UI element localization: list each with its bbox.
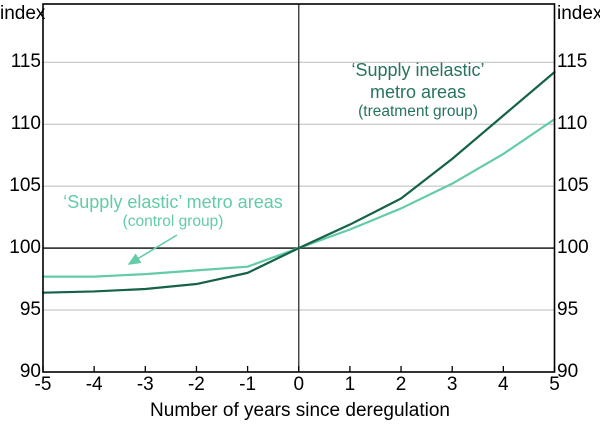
y-tick-label-left-100: 100: [9, 237, 41, 259]
x-tick-label--1: -1: [239, 374, 257, 395]
y-tick-label-left-110: 110: [10, 113, 41, 135]
x-tick-label--5: -5: [34, 374, 52, 395]
x-tick-label-0: 0: [293, 374, 305, 395]
x-tick-label-2: 2: [395, 374, 407, 395]
x-tick-label--3: -3: [136, 374, 154, 395]
y-tick-label-left-90: 90: [19, 361, 41, 382]
control-series-label: ‘Supply elastic’ metro areas (control gr…: [63, 191, 282, 230]
supply_inelastic_treatment-line: [41, 71, 556, 294]
treatment-label-line1: ‘Supply inelastic’: [351, 60, 485, 80]
x-tick-label--2: -2: [187, 374, 205, 395]
y-tick-label-right-90: 90: [557, 361, 579, 382]
y-tick-label-right-95: 95: [557, 299, 579, 321]
y-tick-label-right-110: 110: [557, 113, 588, 135]
y-tick-label-right-100: 100: [557, 237, 589, 259]
y-tick-label-left-105: 105: [9, 175, 41, 197]
treatment-series-label: ‘Supply inelastic’ metro areas (treatmen…: [351, 59, 484, 120]
y-tick-label-left-95: 95: [19, 299, 41, 321]
y-tick-label-left-115: 115: [10, 51, 41, 73]
treatment-label-line2: metro areas: [369, 82, 467, 102]
y-tick-label-right-115: 115: [557, 51, 588, 73]
x-axis-title: Number of years since deregulation: [150, 400, 450, 421]
x-tick-label-3: 3: [446, 374, 458, 395]
plot-frame: [42, 3, 556, 373]
x-tick-label-4: 4: [498, 374, 509, 395]
x-tick-label-5: 5: [549, 374, 560, 395]
y-axis-unit-right: index: [557, 3, 600, 24]
control-label-line2: (control group): [122, 213, 224, 230]
control-label-line1: ‘Supply elastic’ metro areas: [63, 192, 283, 212]
annotation-arrow: [127, 234, 178, 265]
y-axis-unit-left: index: [0, 3, 46, 24]
y-tick-label-right-105: 105: [557, 175, 589, 197]
treatment-label-line3: (treatment group): [358, 103, 478, 120]
x-tick-label--4: -4: [85, 374, 103, 395]
x-tick-label-1: 1: [344, 374, 356, 395]
